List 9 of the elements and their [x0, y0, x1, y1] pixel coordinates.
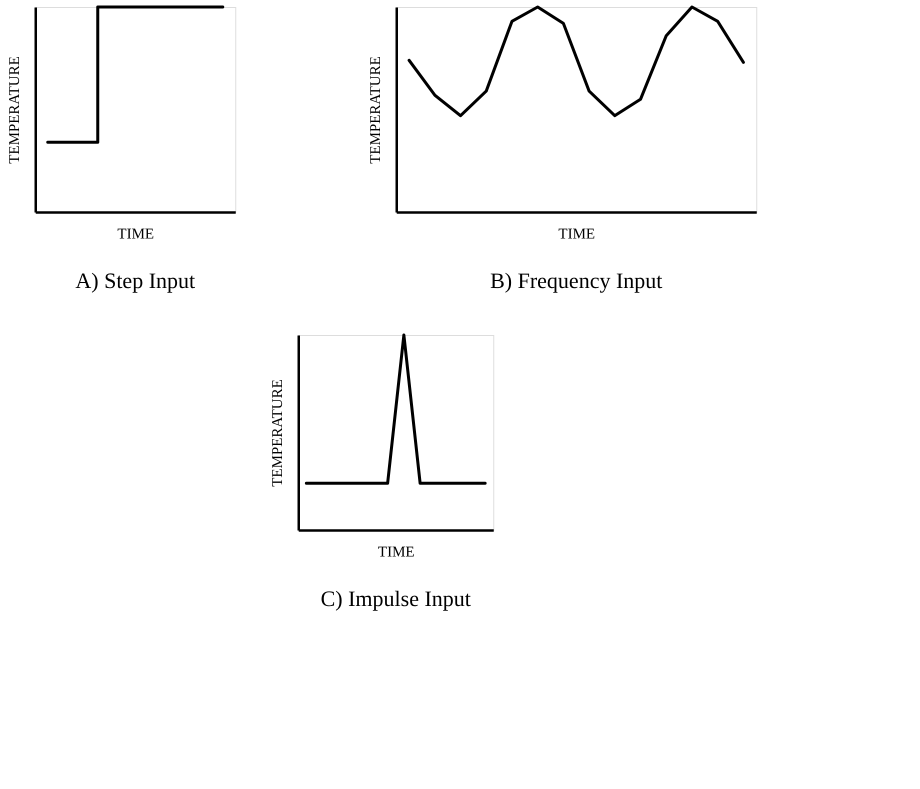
text: A) Step Input	[75, 268, 196, 293]
text: C) Impulse Input	[320, 586, 471, 611]
x-axis-title: TIME	[378, 544, 415, 560]
x-axis-title: TIME	[117, 226, 154, 242]
y-axis-title: TEMPERATURE	[368, 56, 384, 164]
y-axis-title: TEMPERATURE	[6, 56, 23, 164]
y-axis-title: TEMPERATURE	[270, 379, 286, 487]
x-axis-title: TIME	[558, 226, 596, 242]
text: B) Frequency Input	[490, 268, 662, 293]
